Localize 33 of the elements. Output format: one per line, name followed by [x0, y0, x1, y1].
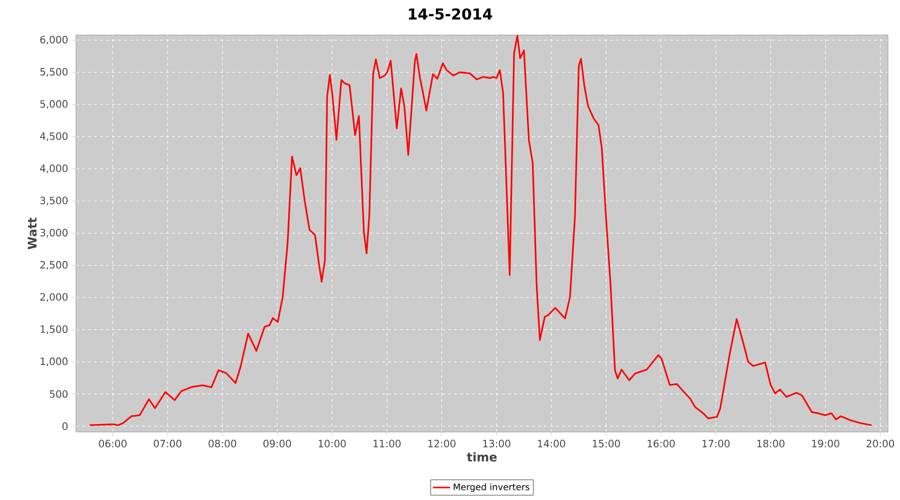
x-tick-label: 20:00	[866, 440, 894, 448]
x-tick-label: 18:00	[757, 440, 784, 448]
y-tick-label: 0	[62, 422, 68, 430]
x-tick-label: 11:00	[374, 440, 401, 448]
y-axis-title: Watt	[28, 218, 37, 250]
x-tick-label: 17:00	[702, 440, 730, 448]
x-tick-label: 10:00	[318, 440, 346, 448]
y-tick-label: 5,500	[40, 68, 68, 77]
legend-label: Merged inverters	[454, 483, 530, 492]
y-tick-label: 4,000	[40, 164, 68, 174]
y-tick-label: 2,500	[40, 261, 68, 270]
y-tick-label: 3,500	[40, 196, 68, 206]
y-tick-label: 6,000	[40, 36, 68, 44]
x-tick-label: 15:00	[592, 440, 620, 448]
x-tick-label: 08:00	[208, 440, 236, 448]
x-tick-label: 14:00	[538, 440, 566, 448]
y-tick-label: 4,500	[40, 132, 68, 141]
line-series	[88, 34, 872, 426]
x-tick-label: 06:00	[98, 440, 126, 448]
x-axis-title: time	[466, 452, 497, 462]
y-tick-label: 3,000	[40, 228, 68, 238]
chart-title: 14-5-2014	[408, 8, 492, 20]
y-tick-label: 500	[50, 390, 68, 398]
x-tick-label: 12:00	[428, 440, 456, 448]
y-tick-label: 5,000	[40, 100, 68, 109]
x-tick-label: 09:00	[263, 440, 291, 448]
x-tick-label: 19:00	[812, 440, 840, 448]
y-tick-label: 2,000	[40, 293, 68, 302]
y-tick-label: 1,500	[40, 325, 68, 334]
x-tick-label: 13:00	[483, 440, 510, 448]
x-tick-label: 16:00	[648, 440, 675, 448]
x-tick-label: 07:00	[154, 440, 182, 448]
y-tick-label: 1,000	[40, 358, 68, 366]
